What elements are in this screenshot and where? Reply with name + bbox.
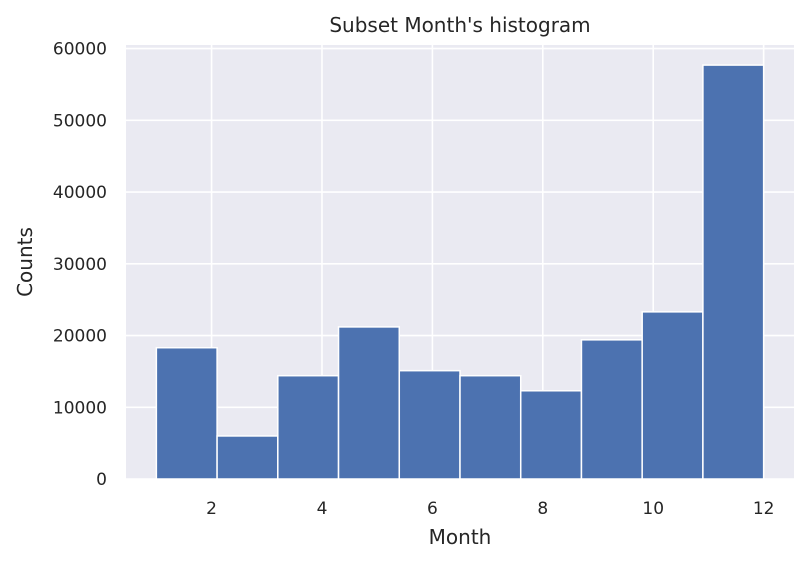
x-tick-label: 8 [537,499,548,519]
x-tick-labels: 2 4 6 8 10 12 [206,499,774,519]
histogram-bar [398,369,461,480]
x-tick-label: 10 [642,499,664,519]
histogram-bar [580,339,643,480]
y-axis-label: Counts [13,227,37,297]
x-tick-label: 6 [427,499,438,519]
histogram-bar [337,326,401,480]
y-tick-label: 30000 [53,255,107,275]
x-tick-label: 4 [317,499,328,519]
histogram-bar [702,64,765,480]
x-tick-label: 2 [206,499,217,519]
y-tick-label: 10000 [53,398,107,418]
histogram-bar [641,311,704,480]
histogram-bar [216,435,279,480]
histogram-bars [155,64,765,480]
y-tick-label: 60000 [53,40,107,60]
chart-title: Subset Month's histogram [329,13,590,37]
histogram-bar [155,346,218,480]
x-axis-label: Month [429,525,492,549]
histogram-bar [459,374,522,480]
y-tick-label: 40000 [53,183,107,203]
y-tick-label: 0 [96,470,107,490]
grid-lines [126,45,794,480]
x-tick-label: 12 [753,499,775,519]
y-tick-labels: 0 10000 20000 30000 40000 50000 60000 [53,40,107,490]
histogram-bar [277,374,340,480]
y-tick-label: 50000 [53,111,107,131]
histogram-bar [519,390,583,480]
y-tick-label: 20000 [53,327,107,347]
